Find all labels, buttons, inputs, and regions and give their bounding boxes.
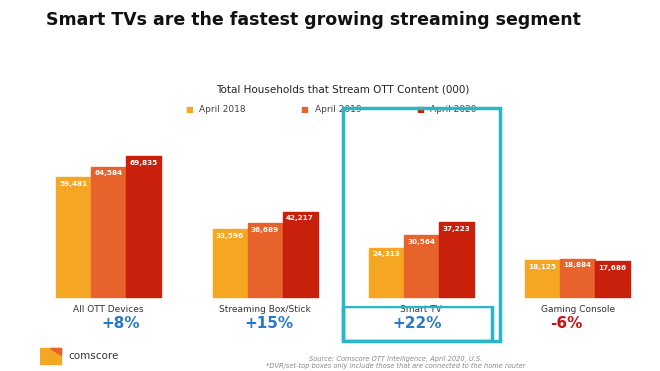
- Text: 30,564: 30,564: [407, 239, 436, 245]
- Bar: [369, 248, 404, 297]
- Text: ■: ■: [300, 105, 308, 114]
- Text: April 2019: April 2019: [315, 105, 362, 114]
- Text: 42,217: 42,217: [286, 216, 314, 221]
- Text: 64,584: 64,584: [94, 170, 123, 177]
- Text: Source: Comscore OTT Intelligence, April 2020, U.S.
*DVR/set-top boxes only incl: Source: Comscore OTT Intelligence, April…: [266, 356, 526, 370]
- Text: All OTT Devices: All OTT Devices: [73, 305, 144, 315]
- Bar: [404, 235, 439, 297]
- Text: 18,884: 18,884: [564, 262, 592, 268]
- Text: 59,481: 59,481: [59, 181, 88, 187]
- Text: +8%: +8%: [101, 316, 140, 331]
- Text: -6%: -6%: [550, 316, 582, 331]
- Text: April 2018: April 2018: [199, 105, 246, 114]
- Bar: [595, 261, 630, 297]
- Text: +22%: +22%: [393, 316, 442, 331]
- Text: Total Households that Stream OTT Content (000): Total Households that Stream OTT Content…: [216, 85, 470, 95]
- Text: ■: ■: [185, 105, 193, 114]
- Bar: [282, 212, 317, 297]
- Text: comscore: comscore: [68, 351, 119, 361]
- Text: 69,835: 69,835: [129, 160, 158, 166]
- Text: 33,596: 33,596: [216, 233, 244, 239]
- Bar: [40, 348, 61, 364]
- Bar: [343, 306, 492, 341]
- Bar: [248, 223, 282, 297]
- Polygon shape: [50, 348, 61, 355]
- Text: 24,313: 24,313: [372, 252, 400, 257]
- Bar: [213, 229, 248, 297]
- Text: 36,689: 36,689: [251, 227, 279, 233]
- Text: ■: ■: [416, 105, 424, 114]
- Bar: [439, 222, 474, 297]
- Text: 18,125: 18,125: [529, 264, 556, 270]
- Text: +15%: +15%: [244, 316, 294, 331]
- Text: Smart TVs are the fastest growing streaming segment: Smart TVs are the fastest growing stream…: [46, 11, 581, 29]
- Text: April 2020: April 2020: [430, 105, 477, 114]
- Bar: [126, 156, 161, 297]
- Text: Streaming Box/Stick: Streaming Box/Stick: [219, 305, 311, 315]
- Text: 17,686: 17,686: [599, 265, 627, 271]
- Bar: [525, 260, 560, 297]
- Text: 37,223: 37,223: [442, 226, 470, 232]
- Bar: [56, 177, 91, 297]
- Text: Smart TV: Smart TV: [401, 305, 442, 315]
- Bar: [560, 259, 595, 297]
- Bar: [91, 167, 126, 297]
- Text: Gaming Console: Gaming Console: [541, 305, 614, 315]
